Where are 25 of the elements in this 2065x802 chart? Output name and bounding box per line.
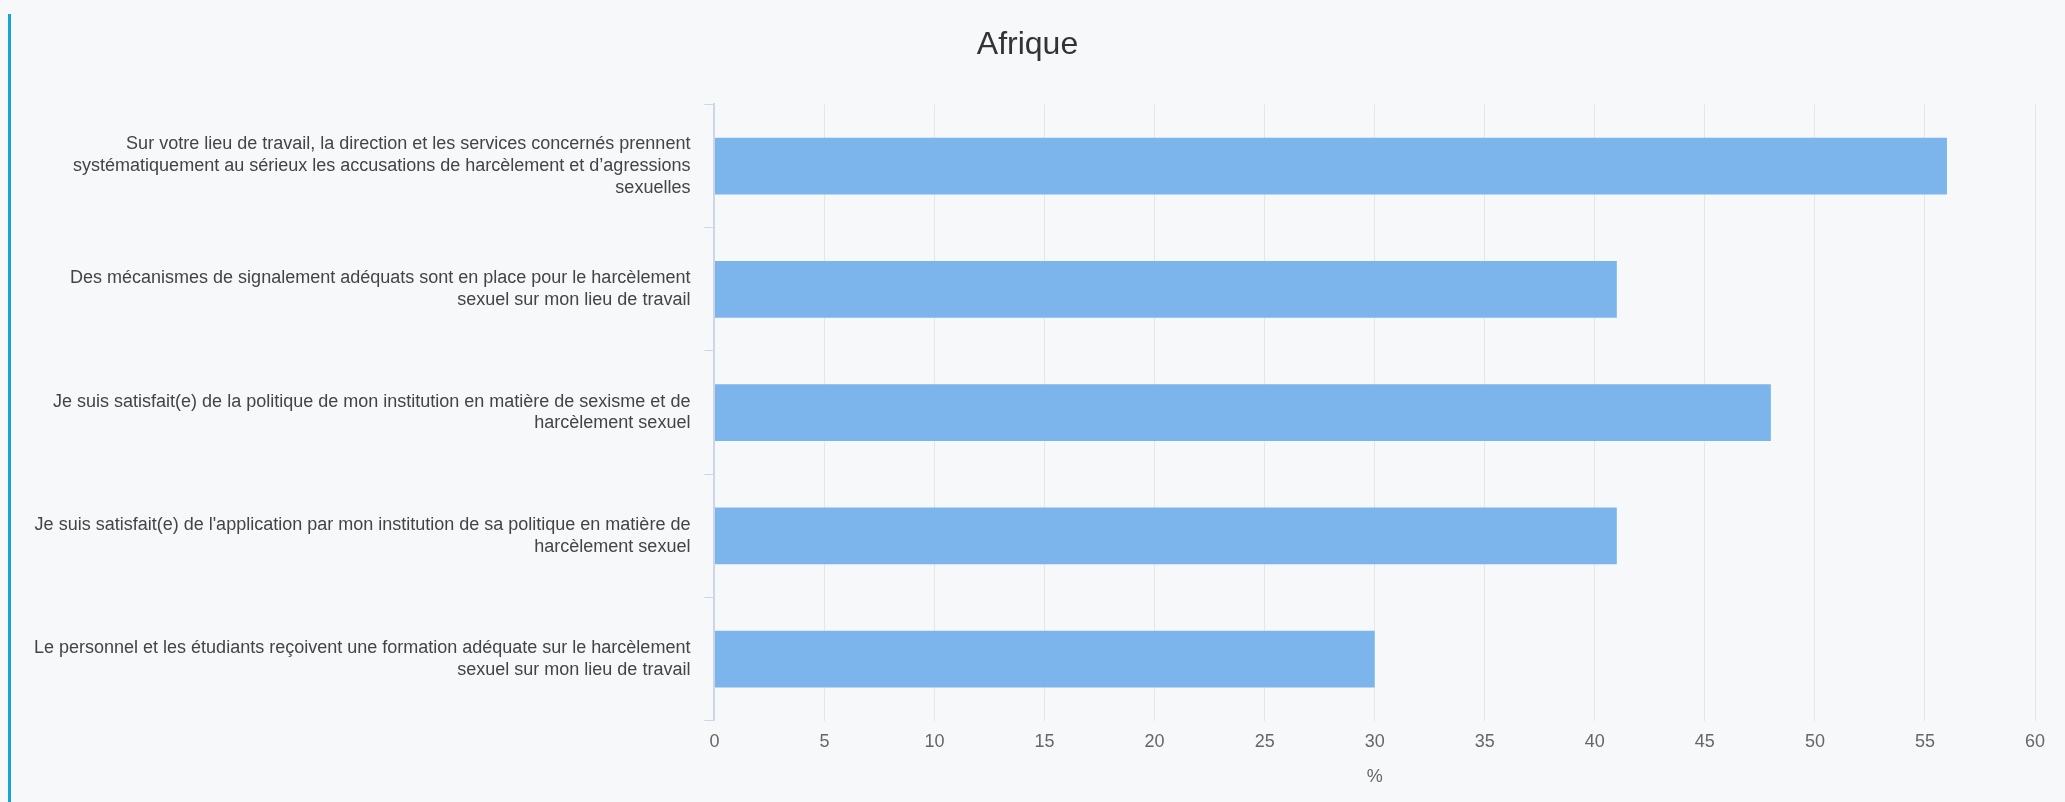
bar xyxy=(714,507,1617,565)
x-tick-label: 0 xyxy=(709,730,720,751)
bar xyxy=(714,630,1375,688)
x-tick-label: 60 xyxy=(2024,730,2046,751)
x-tick-label: 15 xyxy=(1034,730,1055,751)
x-tick-label: 30 xyxy=(1364,730,1385,751)
x-tick-label: 10 xyxy=(924,730,945,751)
y-tick-label: Le personnel et les étudiants reçoivent une formation adéquate sur le harcèlement sexuel sur mon lieu de travail xyxy=(33,637,691,679)
x-tick-label: 45 xyxy=(1694,730,1715,751)
y-tick-label: Sur votre lieu de travail, la direction et les services concernés prennent systématiquement au sérieux les accusations de harcèlement et d’agressions sexuelles xyxy=(73,133,691,197)
chart-title: Afrique xyxy=(976,25,1079,62)
x-tick-label: 40 xyxy=(1584,730,1605,751)
bar xyxy=(714,137,1947,195)
bar xyxy=(714,384,1771,441)
x-tick-label: 5 xyxy=(819,730,830,751)
x-tick-label: 50 xyxy=(1804,730,1825,751)
x-tick-label: 25 xyxy=(1254,730,1275,751)
y-tick-label: Je suis satisfait(e) de l'application par mon institution de sa politique en matière de harcèlement sexuel xyxy=(34,514,691,556)
y-tick-label: Je suis satisfait(e) de la politique de mon institution en matière de sexisme et de harcèlement sexuel xyxy=(53,390,691,433)
x-tick-label: 20 xyxy=(1144,730,1165,751)
x-axis-title: % xyxy=(1366,766,1383,787)
x-tick-label: 55 xyxy=(1914,730,1935,751)
y-tick-label: Des mécanismes de signalement adéquats sont en place pour le harcèlement sexuel sur mon lieu de travail xyxy=(70,267,691,310)
x-tick-label: 35 xyxy=(1474,730,1495,751)
bar xyxy=(714,260,1617,318)
